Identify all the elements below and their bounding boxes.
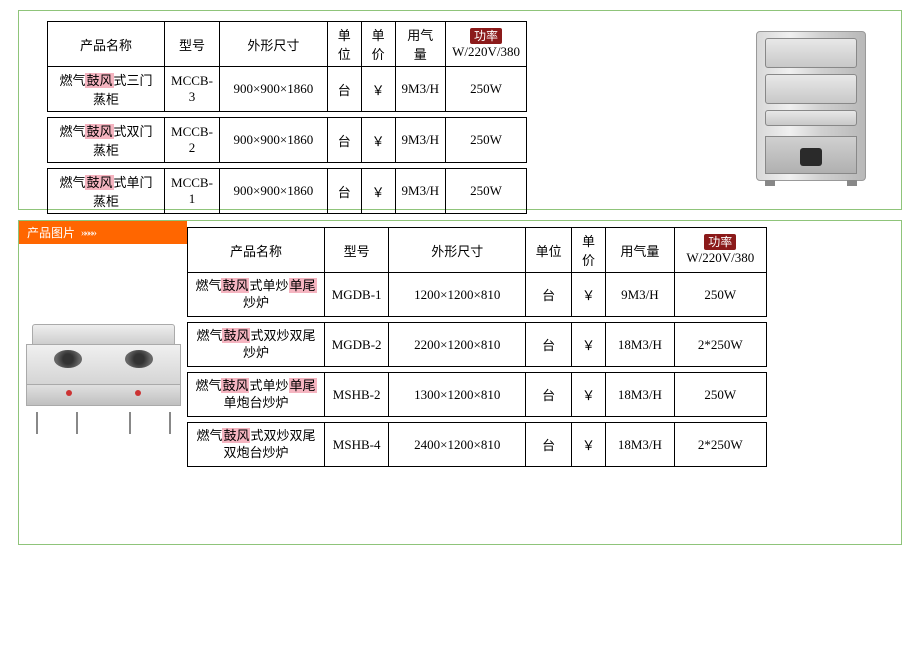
col-dim: 外形尺寸 (389, 228, 526, 273)
cell-gas: 9M3/H (395, 67, 446, 112)
table-header-row: 产品名称 型号 外形尺寸 单位 单价 用气量 功率 W/220V/380 (188, 228, 767, 273)
table-row: 燃气鼓风式单炒单尾炒炉 MGDB-1 1200×1200×810 台 ￥ 9M3… (188, 273, 767, 317)
cell-name: 燃气鼓风式双炒双尾双炮台炒炉 (188, 423, 325, 467)
col-name: 产品名称 (188, 228, 325, 273)
table-row: 燃气鼓风式双炒双尾双炮台炒炉 MSHB-4 2400×1200×810 台 ￥ … (188, 423, 767, 467)
cell-name: 燃气鼓风式双炒双尾炒炉 (188, 323, 325, 367)
product-image-stove (26, 324, 181, 434)
product-image-steamer (751, 31, 871, 191)
col-unit: 单位 (327, 22, 361, 67)
cell-name: 燃气鼓风式单炒单尾炒炉 (188, 273, 325, 317)
table-row: 燃气鼓风式双门蒸柜 MCCB-2 900×900×1860 台 ￥ 9M3/H … (48, 118, 527, 163)
table-row: 燃气鼓风式双炒双尾炒炉 MGDB-2 2200×1200×810 台 ￥ 18M… (188, 323, 767, 367)
cell-unit: 台 (327, 67, 361, 112)
table-steamers: 产品名称 型号 外形尺寸 单位 单价 用气量 功率 W/220V/380 燃气鼓… (47, 21, 527, 214)
left-image-column: 产品图片 »»»» (19, 221, 187, 434)
col-power: 功率 W/220V/380 (446, 22, 527, 67)
col-model: 型号 (324, 228, 388, 273)
table-row: 燃气鼓风式单门蒸柜 MCCB-1 900×900×1860 台 ￥ 9M3/H … (48, 169, 527, 214)
power-sub: W/220V/380 (452, 44, 520, 59)
table-row: 燃气鼓风式单炒单尾单炮台炒炉 MSHB-2 1300×1200×810 台 ￥ … (188, 373, 767, 417)
col-price: 单价 (361, 22, 395, 67)
cell-price: ￥ (361, 67, 395, 112)
col-gas: 用气量 (606, 228, 674, 273)
chevron-icon: »»»» (81, 227, 95, 239)
panel-stoves: 产品图片 »»»» 产品名称 型号 外形尺寸 (18, 220, 902, 545)
col-model: 型号 (165, 22, 220, 67)
power-badge: 功率 (704, 234, 736, 250)
tab-product-image: 产品图片 »»»» (19, 221, 187, 244)
cell-name: 燃气鼓风式三门蒸柜 (48, 67, 165, 112)
panel-steamers: 产品名称 型号 外形尺寸 单位 单价 用气量 功率 W/220V/380 燃气鼓… (18, 10, 902, 210)
cell-model: MCCB-3 (165, 67, 220, 112)
cell-name: 燃气鼓风式单炒单尾单炮台炒炉 (188, 373, 325, 417)
cell-power: 250W (446, 67, 527, 112)
cell-name: 燃气鼓风式单门蒸柜 (48, 169, 165, 214)
power-badge: 功率 (470, 28, 502, 44)
col-power: 功率 W/220V/380 (674, 228, 766, 273)
col-gas: 用气量 (395, 22, 446, 67)
col-unit: 单位 (526, 228, 572, 273)
table-header-row: 产品名称 型号 外形尺寸 单位 单价 用气量 功率 W/220V/380 (48, 22, 527, 67)
tab-label: 产品图片 (27, 224, 75, 241)
cell-name: 燃气鼓风式双门蒸柜 (48, 118, 165, 163)
cell-dim: 900×900×1860 (219, 67, 327, 112)
col-name: 产品名称 (48, 22, 165, 67)
table-row: 燃气鼓风式三门蒸柜 MCCB-3 900×900×1860 台 ￥ 9M3/H … (48, 67, 527, 112)
col-dim: 外形尺寸 (219, 22, 327, 67)
table-stoves: 产品名称 型号 外形尺寸 单位 单价 用气量 功率 W/220V/380 燃气鼓… (187, 227, 767, 467)
col-price: 单价 (571, 228, 605, 273)
power-sub: W/220V/380 (686, 250, 754, 265)
